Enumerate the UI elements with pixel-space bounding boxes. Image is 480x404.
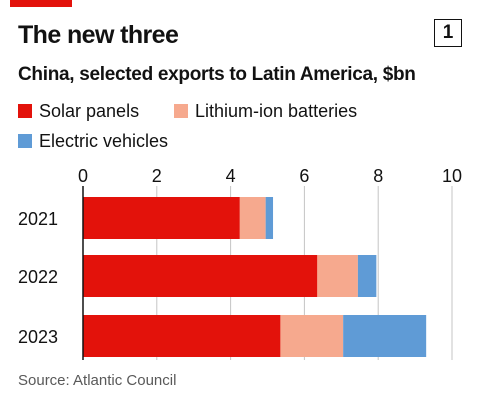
chart-title: The new three — [18, 21, 179, 49]
bar-2022-solar-panels — [83, 255, 318, 297]
category-label-2022: 2022 — [18, 267, 58, 287]
legend-swatch-solar-panels — [18, 104, 32, 118]
bar-2023-electric-vehicles — [343, 315, 427, 357]
legend-swatch-lithium-ion-batteries — [174, 104, 188, 118]
x-tick-label-0: 0 — [78, 166, 88, 186]
x-tick-label-8: 8 — [373, 166, 383, 186]
legend-item-solar-panels: Solar panels — [18, 100, 139, 122]
bar-2021-solar-panels — [83, 197, 240, 239]
bar-2021-lithium-ion-batteries — [239, 197, 266, 239]
bar-2022-electric-vehicles — [357, 255, 377, 297]
x-tick-label-2: 2 — [152, 166, 162, 186]
x-tick-label-10: 10 — [442, 166, 462, 186]
category-label-2021: 2021 — [18, 209, 58, 229]
legend-swatch-electric-vehicles — [18, 134, 32, 148]
bar-2023-solar-panels — [83, 315, 281, 357]
x-tick-label-4: 4 — [226, 166, 236, 186]
bar-2021-electric-vehicles — [265, 197, 274, 239]
bar-2023-lithium-ion-batteries — [280, 315, 344, 357]
chart-subtitle: China, selected exports to Latin America… — [18, 64, 416, 85]
x-tick-label-6: 6 — [299, 166, 309, 186]
legend-label-solar-panels: Solar panels — [39, 101, 140, 121]
chart-number-badge: 1 — [434, 19, 462, 47]
legend-label-lithium-ion-batteries: Lithium-ion batteries — [195, 101, 358, 121]
brand-accent-bar — [10, 0, 72, 7]
source-note: Source: Atlantic Council — [18, 372, 177, 389]
legend-label-electric-vehicles: Electric vehicles — [39, 131, 169, 151]
bar-2022-lithium-ion-batteries — [317, 255, 358, 297]
category-label-2023: 2023 — [18, 327, 58, 347]
legend-item-electric-vehicles: Electric vehicles — [18, 130, 168, 152]
legend-item-lithium-ion-batteries: Lithium-ion batteries — [174, 100, 357, 122]
